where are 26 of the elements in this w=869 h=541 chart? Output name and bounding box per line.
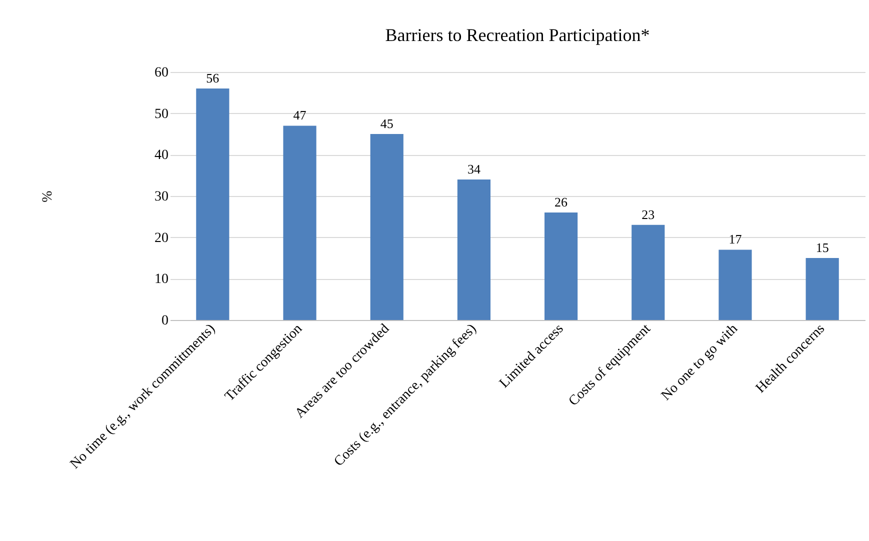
y-tick-label: 50 (154, 106, 168, 122)
bar (457, 179, 490, 320)
y-tick-label: 30 (154, 190, 168, 204)
bar (370, 134, 404, 320)
chart-title: Barriers to Recreation Participation* (385, 25, 650, 45)
data-label: 34 (467, 161, 481, 176)
y-tick-label: 40 (154, 148, 168, 164)
y-tick-label: 20 (154, 230, 168, 246)
y-tick-label: 0 (162, 314, 168, 328)
data-label: 17 (728, 232, 742, 247)
bar (632, 224, 665, 320)
y-tick-label: 10 (154, 272, 168, 288)
bar (196, 88, 230, 320)
bar (544, 212, 578, 320)
bar (806, 258, 839, 320)
data-label: 15 (816, 240, 829, 255)
data-label: 26 (554, 194, 568, 210)
bar (283, 126, 316, 320)
bar (718, 250, 752, 320)
data-label: 45 (380, 116, 394, 131)
y-axis-title: % (40, 190, 56, 202)
data-label: 47 (293, 108, 307, 123)
data-label: 56 (206, 70, 220, 86)
data-label: 23 (642, 206, 655, 222)
y-tick-label: 60 (154, 66, 168, 80)
x-tick-label: No one to go with (658, 322, 741, 404)
